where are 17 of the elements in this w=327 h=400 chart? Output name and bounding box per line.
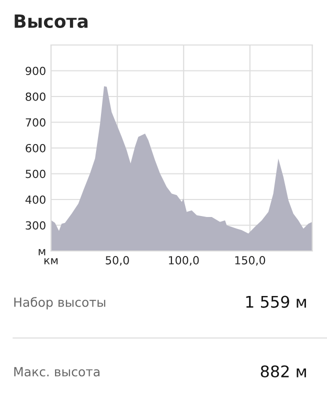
y-tick-label: 900 (26, 66, 46, 76)
text: Макс. высота (14, 367, 100, 376)
text: Набор высоты (14, 297, 106, 310)
x-tick-label: 100,0 (168, 256, 199, 266)
x-tick-label: 150,0 (235, 256, 266, 266)
text: 882 м (260, 365, 306, 378)
y-tick-label: 500 (26, 170, 46, 178)
chart-title: Высота (14, 14, 88, 28)
y-tick-label: 600 (26, 144, 46, 152)
y-tick-label: 800 (26, 92, 46, 101)
text: 1 559 м (246, 296, 306, 308)
x-tick-label: км (44, 258, 58, 264)
x-tick-label: 50,0 (106, 256, 129, 266)
y-tick-label: м (38, 249, 46, 256)
y-tick-label: 400 (25, 195, 46, 204)
y-tick-label: 300 (26, 221, 46, 230)
y-tick-label: 700 (26, 118, 46, 127)
